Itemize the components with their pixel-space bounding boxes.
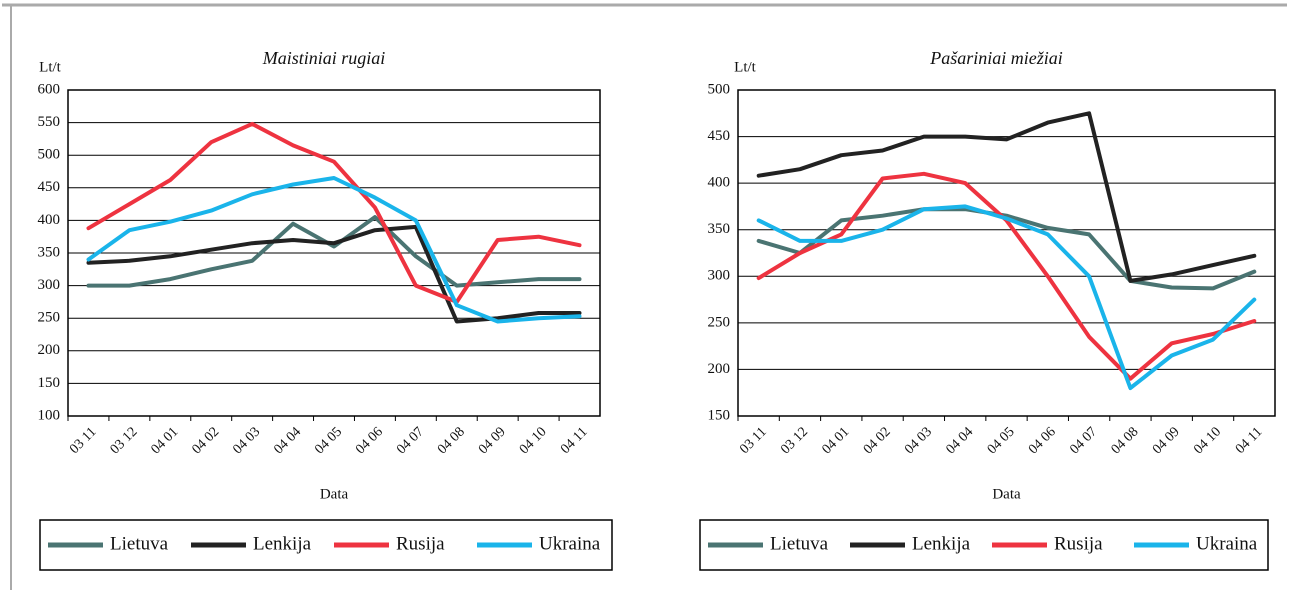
- plot-area: [67, 89, 601, 417]
- y-tick-label: 600: [38, 81, 61, 97]
- y-tick-label: 150: [38, 375, 61, 391]
- x-axis-label: Data: [320, 486, 349, 502]
- legend-box: [39, 519, 613, 571]
- y-tick-label: 150: [708, 407, 731, 423]
- y-tick-label: 100: [38, 407, 61, 423]
- y-tick-label: 450: [708, 128, 731, 144]
- y-tick-label: 550: [38, 114, 61, 130]
- chart-title: Maistiniai rugiai: [262, 48, 386, 68]
- y-tick-label: 450: [38, 179, 61, 195]
- y-tick-label: 400: [38, 212, 61, 228]
- legend-label: Rusija: [396, 533, 445, 554]
- series-line: [756, 111, 1257, 283]
- y-axis-label: Lt/t: [734, 59, 756, 75]
- y-tick-label: 300: [38, 277, 61, 293]
- chart-title: Pašariniai miežiai: [929, 48, 1063, 68]
- y-tick-label: 200: [708, 361, 731, 377]
- legend-label: Ukraina: [1196, 533, 1258, 554]
- series-line: [756, 207, 1257, 291]
- y-tick-label: 200: [38, 342, 61, 358]
- y-tick-label: 350: [38, 244, 61, 260]
- series-line: [86, 215, 582, 288]
- y-tick-label: 500: [38, 147, 61, 163]
- y-tick-label: 300: [708, 268, 731, 284]
- series-line: [756, 204, 1257, 391]
- legend-label: Ukraina: [539, 533, 601, 554]
- y-axis-label: Lt/t: [39, 59, 61, 75]
- legend-label: Rusija: [1054, 533, 1103, 554]
- y-tick-label: 250: [38, 310, 61, 326]
- legend-label: Lietuva: [770, 533, 829, 554]
- y-tick-label: 250: [708, 314, 731, 330]
- legend-label: Lenkija: [253, 533, 312, 554]
- y-tick-label: 400: [708, 175, 731, 191]
- plot-area: [737, 89, 1276, 417]
- series-line: [86, 224, 582, 324]
- legend-label: Lietuva: [110, 533, 169, 554]
- y-tick-label: 500: [708, 81, 731, 97]
- series-line: [86, 121, 582, 304]
- x-axis-label: Data: [992, 486, 1021, 502]
- legend-label: Lenkija: [912, 533, 971, 554]
- series-line: [86, 176, 582, 324]
- y-tick-label: 350: [708, 221, 731, 237]
